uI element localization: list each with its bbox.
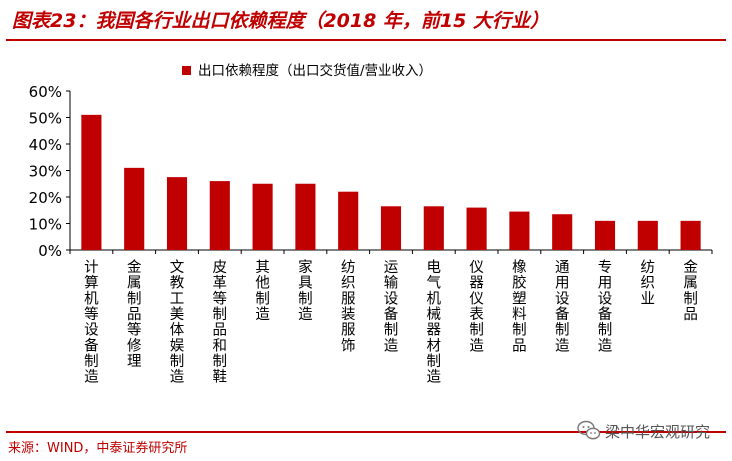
footer-divider bbox=[6, 431, 726, 433]
y-tick-label: 30% bbox=[29, 163, 62, 181]
bar bbox=[81, 114, 102, 250]
x-tick-label: 家具制造 bbox=[298, 259, 313, 323]
y-tick-label: 0% bbox=[38, 242, 62, 260]
y-tick-label: 40% bbox=[29, 136, 62, 154]
bar bbox=[509, 211, 530, 250]
bar bbox=[209, 181, 230, 250]
watermark: 梁中华宏观研究 bbox=[577, 420, 710, 442]
bar bbox=[124, 167, 145, 250]
watermark-text: 梁中华宏观研究 bbox=[604, 422, 710, 441]
source-note: 来源：WIND，中泰证券研究所 bbox=[8, 441, 188, 456]
x-tick-label: 金属制品等修理 bbox=[127, 259, 142, 370]
x-tick-label: 纺织服装服饰 bbox=[341, 259, 356, 354]
y-tick-label: 10% bbox=[29, 216, 62, 234]
legend-swatch bbox=[182, 66, 191, 75]
bar bbox=[594, 220, 616, 250]
x-tick-label: 通用设备制造 bbox=[555, 259, 570, 354]
bar bbox=[166, 177, 188, 250]
bar bbox=[552, 214, 573, 250]
wechat-icon bbox=[577, 420, 601, 442]
bar bbox=[252, 183, 273, 250]
bar bbox=[637, 220, 658, 250]
bar bbox=[423, 206, 444, 250]
y-tick-label: 50% bbox=[29, 110, 62, 128]
x-tick-label: 专用设备制造 bbox=[598, 259, 613, 354]
x-tick-label: 皮革等制品和制鞋 bbox=[213, 259, 228, 386]
bar bbox=[466, 207, 487, 250]
x-tick-label: 运输设备制造 bbox=[384, 259, 399, 354]
chart-title: 图表23：我国各行业出口依赖程度（2018 年，前15 大行业） bbox=[12, 10, 549, 32]
x-tick-label: 其他制造 bbox=[255, 259, 270, 323]
x-tick-label: 仪器仪表制造 bbox=[469, 260, 484, 354]
x-tick-label: 文教工美体娱制造 bbox=[170, 259, 185, 386]
y-tick-label: 20% bbox=[29, 189, 62, 207]
x-tick-label: 金属制品 bbox=[683, 259, 698, 323]
bar bbox=[680, 220, 701, 250]
legend-label: 出口依赖程度（出口交货值/营业收入） bbox=[198, 62, 432, 79]
y-tick-label: 60% bbox=[29, 83, 62, 101]
bar bbox=[295, 183, 316, 250]
bar bbox=[338, 191, 359, 250]
x-tick-label: 电气机械器材制造 bbox=[427, 259, 442, 386]
x-tick-label: 计算机等设备制造 bbox=[84, 259, 99, 386]
bar bbox=[380, 206, 402, 250]
title-divider bbox=[6, 39, 726, 41]
x-tick-label: 纺织业 bbox=[641, 259, 656, 307]
x-tick-label: 橡胶塑料制品 bbox=[512, 259, 527, 354]
